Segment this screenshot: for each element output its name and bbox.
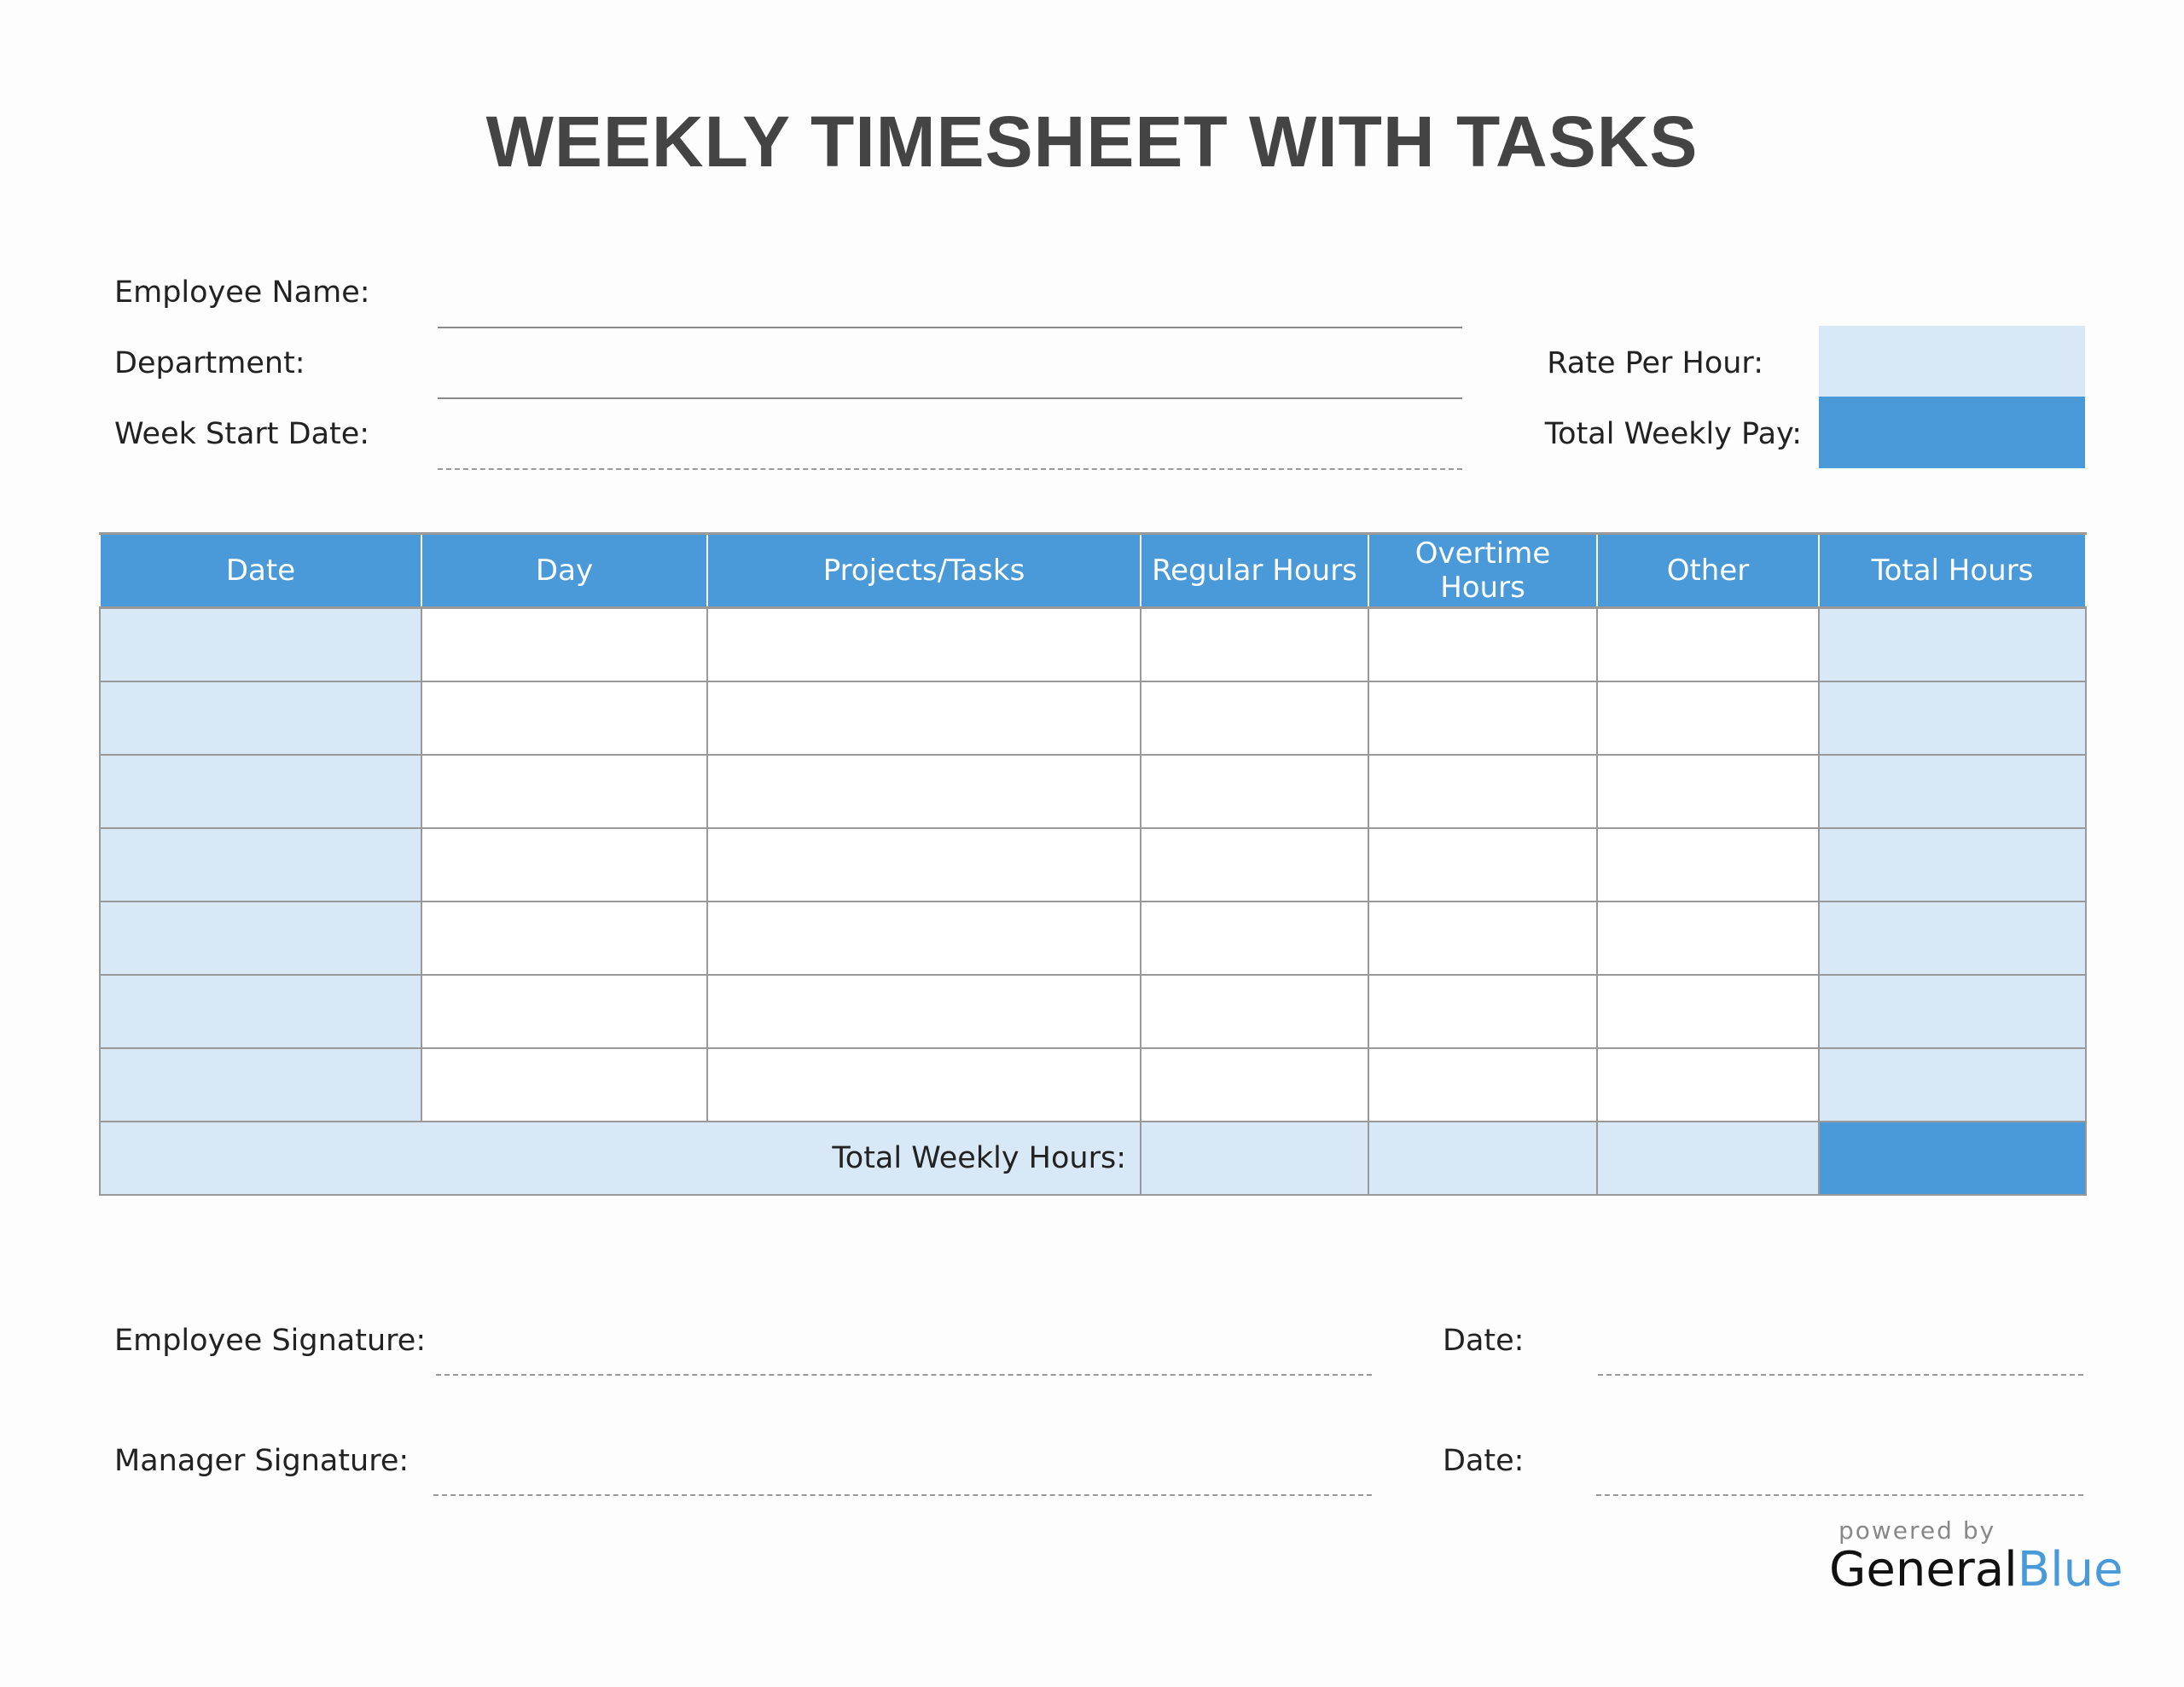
manager-signature-field[interactable] bbox=[433, 1494, 1372, 1496]
header-date: Date bbox=[99, 532, 422, 609]
grand-total-hours-cell[interactable] bbox=[1818, 1121, 2087, 1196]
table-row bbox=[99, 1047, 2087, 1122]
employee-signature-label: Employee Signature: bbox=[114, 1324, 427, 1358]
date-cell[interactable] bbox=[99, 974, 422, 1049]
projects-tasks-cell[interactable] bbox=[706, 681, 1141, 756]
overtime-hours-cell[interactable] bbox=[1368, 1047, 1598, 1122]
total-overtime-hours-cell[interactable] bbox=[1368, 1121, 1598, 1196]
other-cell[interactable] bbox=[1596, 606, 1820, 682]
day-cell[interactable] bbox=[421, 901, 708, 976]
manager-signature-label: Manager Signature: bbox=[114, 1444, 410, 1478]
total-hours-cell[interactable] bbox=[1818, 681, 2087, 756]
other-cell[interactable] bbox=[1596, 901, 1820, 976]
page-title: WEEKLY TIMESHEET WITH TASKS bbox=[485, 101, 1699, 182]
total-hours-cell[interactable] bbox=[1818, 606, 2087, 682]
total-hours-cell[interactable] bbox=[1818, 1047, 2087, 1122]
overtime-hours-cell[interactable] bbox=[1368, 606, 1598, 682]
footer-row: Total Weekly Hours: bbox=[99, 1121, 2087, 1196]
overtime-hours-cell[interactable] bbox=[1368, 681, 1598, 756]
total-hours-cell[interactable] bbox=[1818, 974, 2087, 1049]
header-other: Other bbox=[1596, 532, 1820, 609]
generalblue-logo: GeneralBlue bbox=[1829, 1542, 2123, 1597]
department-field[interactable] bbox=[438, 397, 1462, 399]
regular-hours-cell[interactable] bbox=[1140, 754, 1369, 829]
employee-signature-field[interactable] bbox=[436, 1374, 1372, 1376]
date-cell[interactable] bbox=[99, 827, 422, 902]
rate-per-hour-label: Rate Per Hour: bbox=[1547, 346, 1763, 380]
projects-tasks-cell[interactable] bbox=[706, 974, 1141, 1049]
overtime-hours-cell[interactable] bbox=[1368, 974, 1598, 1049]
date-cell[interactable] bbox=[99, 754, 422, 829]
other-cell[interactable] bbox=[1596, 681, 1820, 756]
day-cell[interactable] bbox=[421, 827, 708, 902]
regular-hours-cell[interactable] bbox=[1140, 606, 1369, 682]
employee-date-field[interactable] bbox=[1598, 1374, 2083, 1376]
day-cell[interactable] bbox=[421, 681, 708, 756]
table-row bbox=[99, 974, 2087, 1049]
total-weekly-hours-label: Total Weekly Hours: bbox=[99, 1121, 1141, 1196]
overtime-hours-cell[interactable] bbox=[1368, 754, 1598, 829]
table-row bbox=[99, 681, 2087, 756]
powered-by-text: powered by bbox=[1838, 1516, 1996, 1545]
table-row bbox=[99, 606, 2087, 682]
regular-hours-cell[interactable] bbox=[1140, 901, 1369, 976]
header-overtime-hours: Overtime Hours bbox=[1368, 532, 1598, 609]
projects-tasks-cell[interactable] bbox=[706, 901, 1141, 976]
projects-tasks-cell[interactable] bbox=[706, 606, 1141, 682]
date-cell[interactable] bbox=[99, 681, 422, 756]
projects-tasks-cell[interactable] bbox=[706, 754, 1141, 829]
total-hours-cell[interactable] bbox=[1818, 901, 2087, 976]
other-cell[interactable] bbox=[1596, 754, 1820, 829]
other-cell[interactable] bbox=[1596, 974, 1820, 1049]
manager-date-label: Date: bbox=[1443, 1444, 1525, 1478]
overtime-hours-cell[interactable] bbox=[1368, 901, 1598, 976]
table-row bbox=[99, 754, 2087, 829]
day-cell[interactable] bbox=[421, 974, 708, 1049]
employee-date-label: Date: bbox=[1443, 1324, 1525, 1358]
date-cell[interactable] bbox=[99, 1047, 422, 1122]
header-projects-tasks: Projects/Tasks bbox=[706, 532, 1141, 609]
total-weekly-pay-field[interactable] bbox=[1819, 397, 2085, 468]
regular-hours-cell[interactable] bbox=[1140, 681, 1369, 756]
employee-name-label: Employee Name: bbox=[114, 275, 370, 310]
rate-per-hour-field[interactable] bbox=[1819, 326, 2085, 397]
department-label: Department: bbox=[114, 346, 305, 380]
logo-general: General bbox=[1829, 1542, 2018, 1597]
header-total-hours: Total Hours bbox=[1818, 532, 2087, 609]
overtime-hours-cell[interactable] bbox=[1368, 827, 1598, 902]
date-cell[interactable] bbox=[99, 901, 422, 976]
regular-hours-cell[interactable] bbox=[1140, 827, 1369, 902]
header-row: Date Day Projects/Tasks Regular Hours Ov… bbox=[99, 532, 2087, 609]
total-hours-cell[interactable] bbox=[1818, 754, 2087, 829]
projects-tasks-cell[interactable] bbox=[706, 1047, 1141, 1122]
other-cell[interactable] bbox=[1596, 1047, 1820, 1122]
table-row bbox=[99, 827, 2087, 902]
total-regular-hours-cell[interactable] bbox=[1140, 1121, 1369, 1196]
timesheet-table: Date Day Projects/Tasks Regular Hours Ov… bbox=[99, 532, 2087, 1196]
week-start-date-label: Week Start Date: bbox=[114, 417, 370, 451]
week-start-date-field[interactable] bbox=[438, 468, 1462, 470]
manager-date-field[interactable] bbox=[1596, 1494, 2083, 1496]
other-cell[interactable] bbox=[1596, 827, 1820, 902]
regular-hours-cell[interactable] bbox=[1140, 974, 1369, 1049]
day-cell[interactable] bbox=[421, 1047, 708, 1122]
total-other-cell[interactable] bbox=[1596, 1121, 1820, 1196]
header-day: Day bbox=[421, 532, 708, 609]
total-hours-cell[interactable] bbox=[1818, 827, 2087, 902]
projects-tasks-cell[interactable] bbox=[706, 827, 1141, 902]
logo-blue: Blue bbox=[2017, 1542, 2123, 1597]
total-weekly-pay-label: Total Weekly Pay: bbox=[1544, 417, 1802, 451]
day-cell[interactable] bbox=[421, 606, 708, 682]
regular-hours-cell[interactable] bbox=[1140, 1047, 1369, 1122]
employee-name-field[interactable] bbox=[438, 327, 1462, 328]
day-cell[interactable] bbox=[421, 754, 708, 829]
table-row bbox=[99, 901, 2087, 976]
header-regular-hours: Regular Hours bbox=[1140, 532, 1369, 609]
date-cell[interactable] bbox=[99, 606, 422, 682]
